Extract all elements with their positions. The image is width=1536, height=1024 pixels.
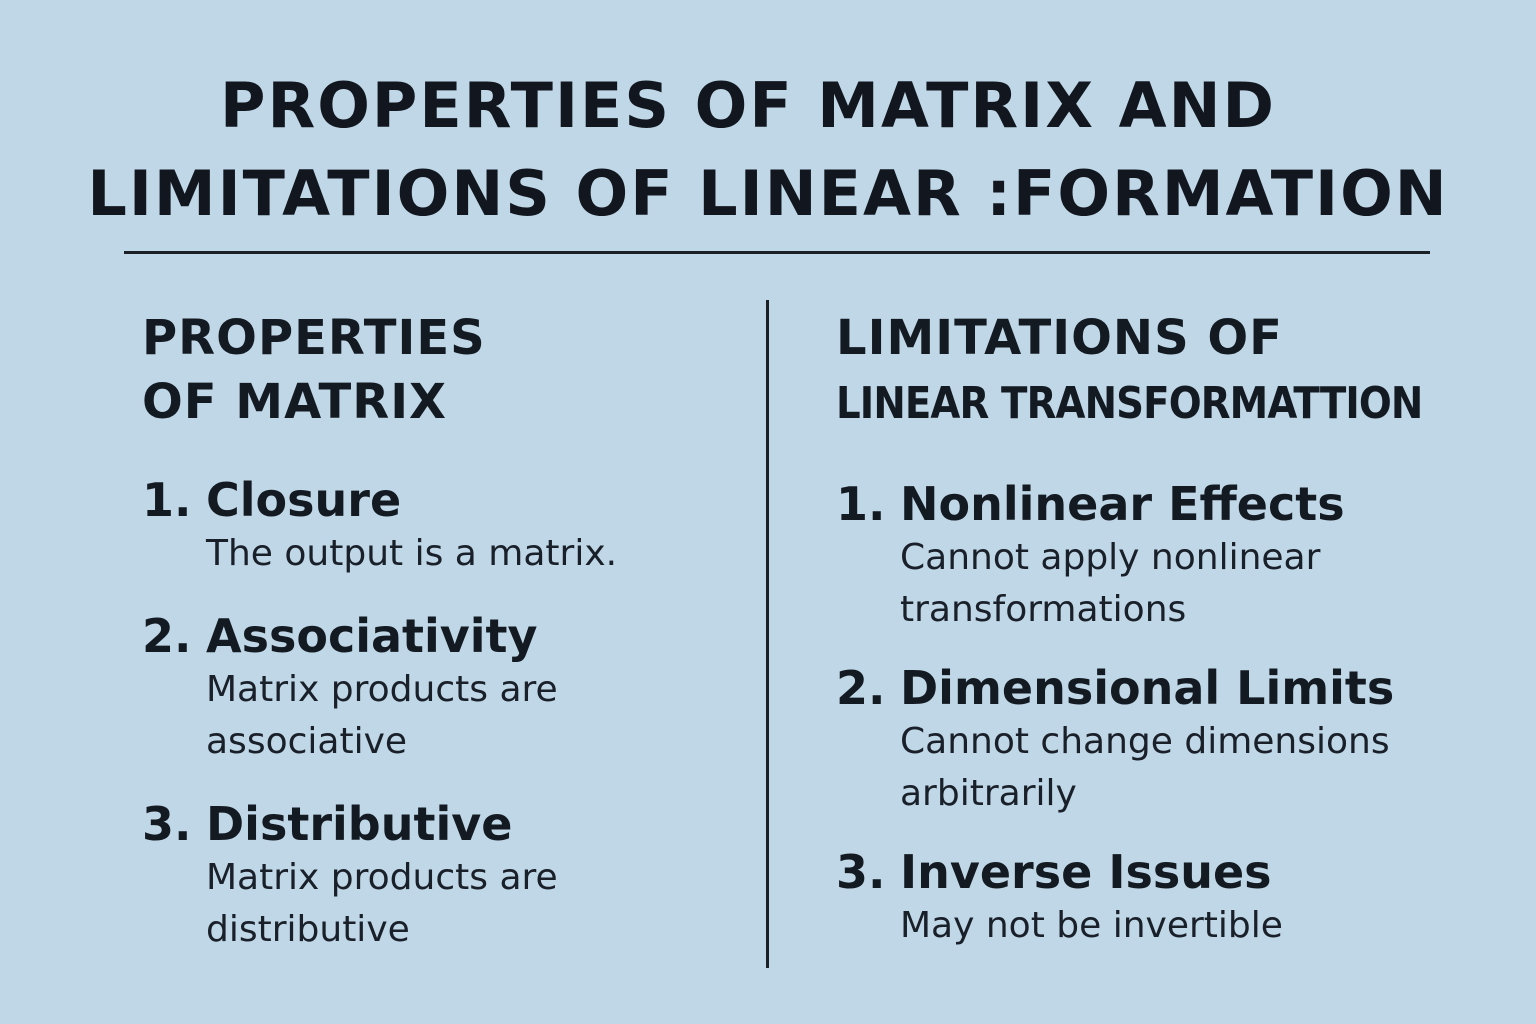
item-title: Dimensional Limits (900, 661, 1395, 715)
item-description-line: arbitrarily (900, 773, 1077, 814)
item-title: Associativity (206, 609, 538, 663)
limitations-column: LIMITATIONS OF LINEAR TRANSFORMATTION 1.… (836, 306, 1516, 976)
item-description-line: Matrix products are (206, 669, 558, 710)
item-title: Distributive (206, 797, 513, 851)
title-divider (124, 251, 1430, 254)
list-item: 1. Nonlinear Effects Cannot apply nonlin… (836, 476, 1516, 636)
item-description: Matrix products are associative (206, 664, 742, 768)
properties-heading: PROPERTIES OF MATRIX (142, 306, 742, 434)
item-number: 3. (836, 845, 886, 899)
item-title: Nonlinear Effects (900, 477, 1345, 531)
limitations-list: 1. Nonlinear Effects Cannot apply nonlin… (836, 476, 1516, 952)
column-divider (766, 300, 769, 968)
item-description: Cannot change dimensions arbitrarily (900, 716, 1516, 820)
item-description: The output is a matrix. (206, 528, 742, 580)
item-description-line: Cannot apply nonlinear (900, 537, 1321, 578)
title-line-2: LIMITATIONS OF LINEAR :FORMATION (87, 157, 1449, 230)
properties-heading-line-1: PROPERTIES (142, 310, 486, 366)
item-number: 3. (142, 797, 192, 851)
item-description-line: transformations (900, 589, 1187, 630)
item-number: 2. (836, 661, 886, 715)
item-number: 1. (836, 477, 886, 531)
properties-list: 1. Closure The output is a matrix. 2. As… (142, 472, 742, 956)
item-number: 1. (142, 473, 192, 527)
list-item: 3. Distributive Matrix products are dist… (142, 796, 742, 956)
item-description: Cannot apply nonlinear transformations (900, 532, 1516, 636)
item-title: Inverse Issues (900, 845, 1272, 899)
item-description-line: May not be invertible (900, 905, 1283, 946)
page-title: PROPERTIES OF MATRIX AND LIMITATIONS OF … (0, 62, 1536, 238)
item-description: May not be invertible (900, 900, 1516, 952)
item-number: 2. (142, 609, 192, 663)
properties-column: PROPERTIES OF MATRIX 1. Closure The outp… (142, 306, 742, 984)
limitations-heading-line-2: LINEAR TRANSFORMATTION (836, 378, 1423, 429)
item-description-line: The output is a matrix. (206, 533, 618, 574)
item-description-line: distributive (206, 909, 410, 950)
list-item: 1. Closure The output is a matrix. (142, 472, 742, 580)
item-description-line: Matrix products are (206, 857, 558, 898)
title-line-1: PROPERTIES OF MATRIX AND (220, 69, 1276, 142)
item-description-line: associative (206, 721, 408, 762)
limitations-heading-line-1: LIMITATIONS OF (836, 310, 1283, 366)
list-item: 3. Inverse Issues May not be invertible (836, 844, 1516, 952)
limitations-heading: LIMITATIONS OF LINEAR TRANSFORMATTION (836, 306, 1516, 436)
list-item: 2. Associativity Matrix products are ass… (142, 608, 742, 768)
item-description-line: Cannot change dimensions (900, 721, 1390, 762)
item-title: Closure (206, 473, 402, 527)
properties-heading-line-2: OF MATRIX (142, 374, 448, 430)
item-description: Matrix products are distributive (206, 852, 742, 956)
list-item: 2. Dimensional Limits Cannot change dime… (836, 660, 1516, 820)
